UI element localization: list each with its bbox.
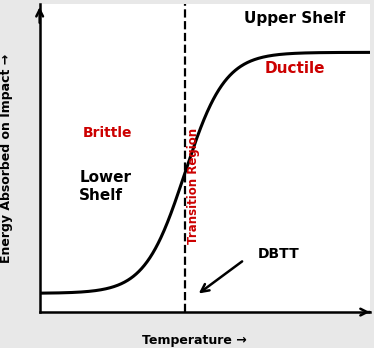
Text: Brittle: Brittle bbox=[83, 126, 132, 140]
Text: Transition Region: Transition Region bbox=[187, 128, 200, 244]
Text: DBTT: DBTT bbox=[258, 247, 299, 261]
Text: Temperature →: Temperature → bbox=[142, 334, 247, 347]
Text: Ductile: Ductile bbox=[264, 61, 325, 76]
Text: Energy Absorbed on Impact →: Energy Absorbed on Impact → bbox=[0, 54, 13, 263]
Text: Upper Shelf: Upper Shelf bbox=[244, 11, 346, 26]
Text: Lower
Shelf: Lower Shelf bbox=[79, 171, 131, 203]
